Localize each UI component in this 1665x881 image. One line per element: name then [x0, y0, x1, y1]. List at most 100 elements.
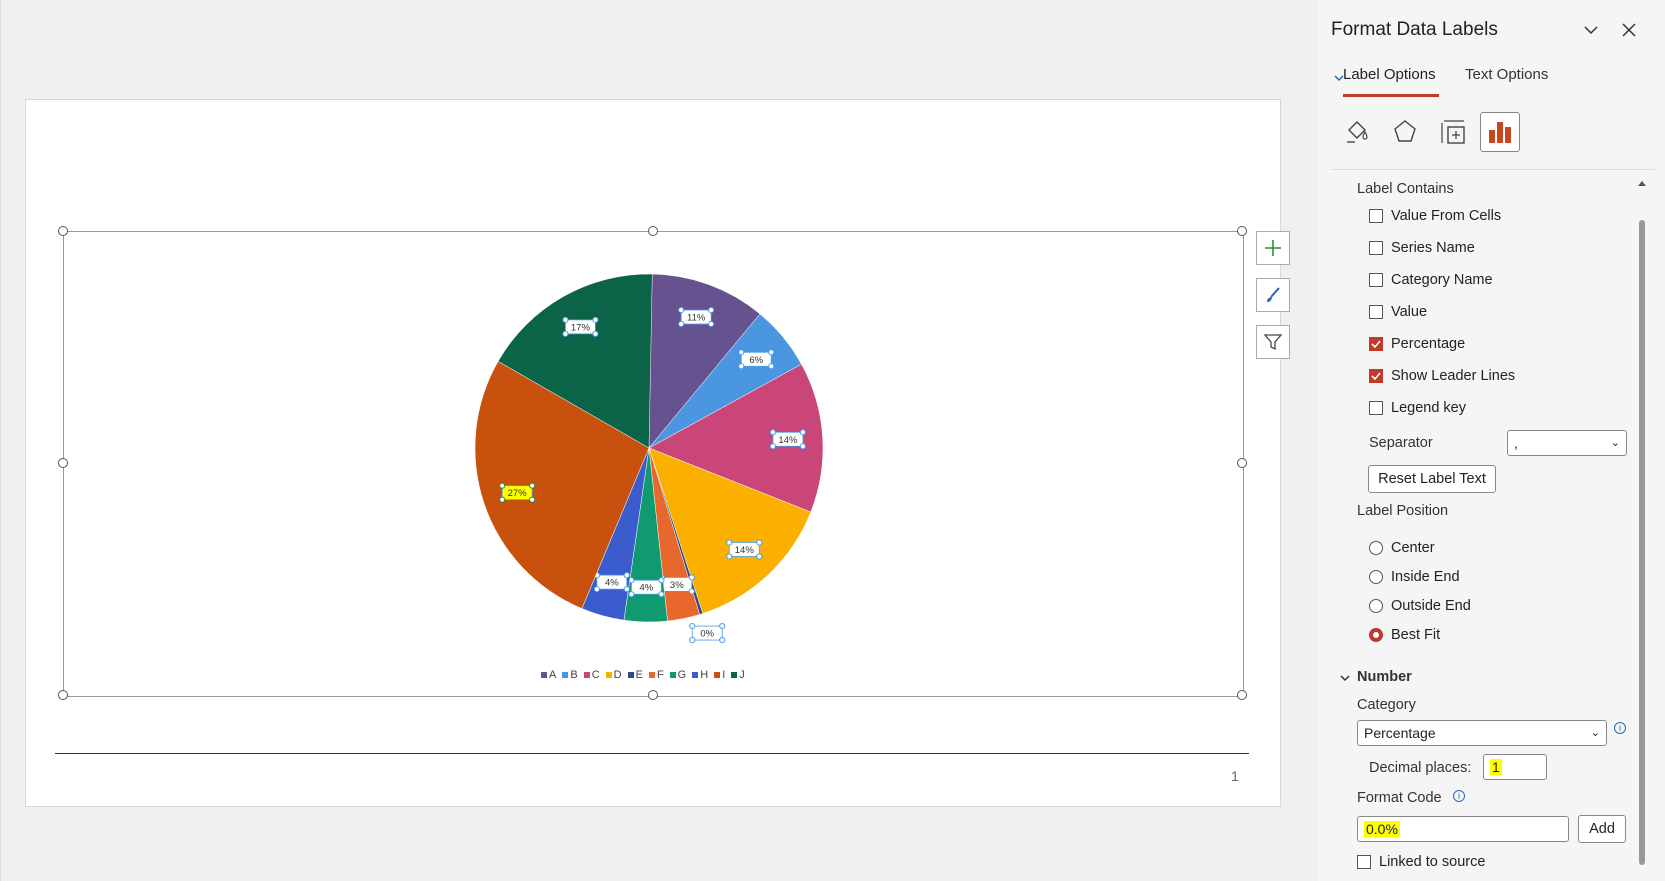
resize-handle-bottom-right[interactable]	[1237, 690, 1247, 700]
size-properties-tab[interactable]	[1433, 112, 1473, 152]
slide-canvas: 11% 6% 14% 14% 0% 3% 4% 4% 27% 17% A B C D E F G H I J 1	[0, 0, 1317, 881]
resize-handle-top[interactable]	[648, 226, 658, 236]
svg-text:11%: 11%	[687, 313, 706, 324]
chart-elements-button[interactable]	[1256, 231, 1290, 265]
data-label-J[interactable]: 17%	[562, 316, 599, 337]
legend-label: H	[700, 669, 709, 681]
pie-slice-A[interactable]	[648, 273, 761, 449]
pane-title: Format Data Labels	[1331, 19, 1498, 40]
data-label-A[interactable]: 11%	[678, 306, 715, 328]
tab-label-options[interactable]: Label Options	[1343, 66, 1436, 83]
svg-text:14%: 14%	[735, 545, 755, 556]
chart-filters-button[interactable]	[1256, 325, 1290, 359]
checkbox-series-name[interactable]: Series Name	[1369, 240, 1475, 256]
radio-button[interactable]	[1369, 570, 1383, 584]
scroll-up-icon[interactable]	[1637, 178, 1647, 188]
data-label-I[interactable]: 27%	[499, 482, 536, 503]
pane-close-button[interactable]	[1617, 18, 1641, 42]
chart-styles-button[interactable]	[1256, 278, 1290, 312]
data-label-G[interactable]: 4%	[628, 577, 665, 598]
resize-handle-right[interactable]	[1237, 458, 1247, 468]
radio-center[interactable]: Center	[1369, 540, 1435, 556]
legend-entry-A[interactable]: A	[541, 669, 556, 681]
data-label-D[interactable]: 14%	[726, 539, 763, 560]
chart-legend[interactable]: A B C D E F G H I J	[541, 669, 745, 681]
legend-entry-J[interactable]: J	[731, 669, 745, 681]
format-code-label: Format Code	[1357, 790, 1442, 806]
filter-icon	[1263, 334, 1283, 351]
format-code-value: 0.0%	[1364, 821, 1400, 837]
svg-text:27%: 27%	[508, 488, 528, 499]
checkbox[interactable]	[1369, 241, 1383, 255]
scroll-thumb[interactable]	[1639, 220, 1645, 865]
legend-label: C	[591, 669, 600, 681]
decimal-places-input[interactable]: 1	[1483, 754, 1547, 780]
radio-outside-end[interactable]: Outside End	[1369, 598, 1471, 614]
radio-button[interactable]	[1369, 599, 1383, 613]
radio-inside-end[interactable]: Inside End	[1369, 569, 1460, 585]
slide-page-number: 1	[1231, 768, 1239, 784]
pie-slice-C[interactable]	[648, 363, 824, 513]
checkbox[interactable]	[1369, 369, 1383, 383]
checkbox-category-name[interactable]: Category Name	[1369, 272, 1493, 288]
legend-label: E	[635, 669, 643, 681]
legend-label: F	[656, 669, 664, 681]
resize-handle-bottom[interactable]	[648, 690, 658, 700]
fill-line-tab[interactable]	[1337, 112, 1377, 152]
radio-best-fit[interactable]: Best Fit	[1369, 627, 1440, 643]
label-options-tab[interactable]	[1480, 112, 1520, 152]
radio-button[interactable]	[1369, 628, 1383, 642]
separator-dropdown[interactable]: , ⌄	[1507, 430, 1627, 456]
data-label-E[interactable]: 0%	[689, 622, 726, 644]
resize-handle-left[interactable]	[58, 458, 68, 468]
checkbox[interactable]	[1369, 401, 1383, 415]
info-icon[interactable]: i	[1614, 722, 1626, 734]
checkbox-legend-key[interactable]: Legend key	[1369, 400, 1466, 416]
svg-text:3%: 3%	[670, 580, 684, 591]
svg-text:17%: 17%	[571, 322, 591, 333]
pane-scrollbar[interactable]	[1636, 178, 1648, 881]
checkbox-linked-to-source[interactable]: Linked to source	[1357, 854, 1485, 870]
decimal-places-value: 1	[1490, 759, 1502, 775]
label-position-heading: Label Position	[1357, 503, 1449, 519]
add-format-button[interactable]: Add	[1578, 815, 1626, 843]
format-code-input[interactable]: 0.0%	[1357, 816, 1569, 842]
resize-handle-top-right[interactable]	[1237, 226, 1247, 236]
info-icon[interactable]: i	[1453, 790, 1465, 802]
checkbox-value-from-cells[interactable]: Value From Cells	[1369, 208, 1501, 224]
tab-text-options[interactable]: Text Options	[1465, 66, 1549, 83]
data-label-B[interactable]: 6%	[738, 349, 775, 370]
checkbox[interactable]	[1369, 337, 1383, 351]
number-section-heading[interactable]: Number	[1357, 669, 1412, 685]
legend-entry-E[interactable]: E	[627, 669, 643, 681]
radio-button[interactable]	[1369, 541, 1383, 555]
chevron-down-icon[interactable]	[1339, 672, 1351, 684]
legend-entry-C[interactable]: C	[583, 669, 600, 681]
legend-entry-F[interactable]: F	[648, 669, 664, 681]
legend-entry-I[interactable]: I	[714, 669, 725, 681]
resize-handle-top-left[interactable]	[58, 226, 68, 236]
data-label-C[interactable]: 14%	[769, 429, 807, 450]
pie-chart[interactable]: 11% 6% 14% 14% 0% 3% 4% 4% 27% 17%	[1, 0, 1317, 881]
checkbox[interactable]	[1369, 209, 1383, 223]
legend-label: D	[613, 669, 622, 681]
effects-tab[interactable]	[1385, 112, 1425, 152]
resize-handle-bottom-left[interactable]	[58, 690, 68, 700]
checkbox-percentage[interactable]: Percentage	[1369, 336, 1465, 352]
checkbox-value[interactable]: Value	[1369, 304, 1427, 320]
legend-entry-D[interactable]: D	[605, 669, 622, 681]
legend-entry-B[interactable]: B	[562, 669, 578, 681]
checkbox[interactable]	[1369, 273, 1383, 287]
pane-options-button[interactable]	[1579, 18, 1603, 42]
checkbox-label: Percentage	[1391, 336, 1466, 352]
checkbox-show-leader-lines[interactable]: Show Leader Lines	[1369, 368, 1515, 384]
category-dropdown[interactable]: Percentage ⌄	[1357, 720, 1607, 746]
checkbox[interactable]	[1369, 305, 1383, 319]
radio-label: Best Fit	[1391, 627, 1441, 643]
legend-entry-G[interactable]: G	[669, 669, 686, 681]
legend-entry-H[interactable]: H	[692, 669, 708, 681]
checkbox[interactable]	[1357, 855, 1371, 869]
pie-slice-J[interactable]	[497, 273, 653, 449]
data-label-H[interactable]: 4%	[593, 572, 630, 593]
reset-label-text-button[interactable]: Reset Label Text	[1368, 465, 1496, 493]
